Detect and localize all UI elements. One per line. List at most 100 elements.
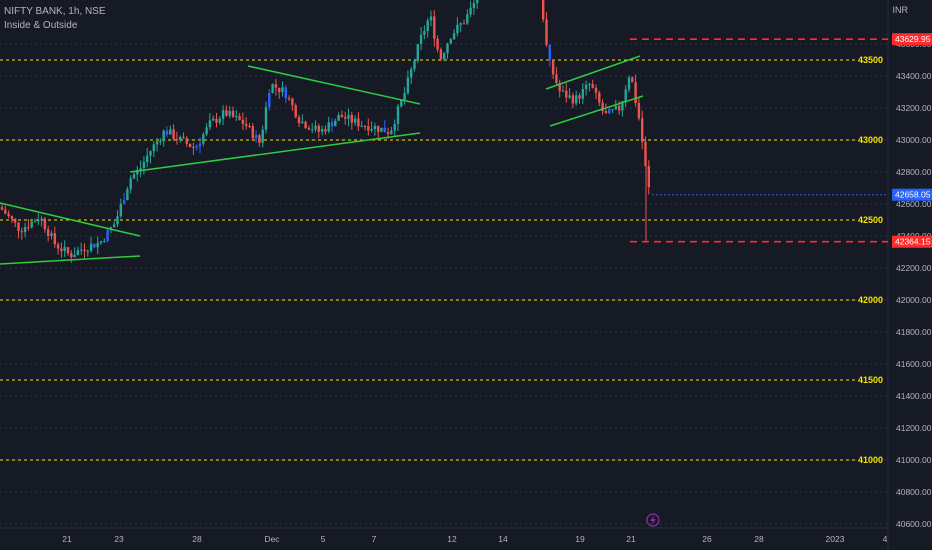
candle-body (60, 248, 63, 251)
candle-body (93, 243, 96, 248)
level-label: 42500 (858, 215, 883, 225)
price-marker-label: 42658.05 (895, 190, 931, 200)
candle-body (330, 122, 334, 127)
candle-body (50, 233, 53, 237)
candle-body (70, 253, 73, 258)
level-label: 43000 (858, 135, 883, 145)
trendline (247, 65, 421, 105)
candle-body (647, 165, 650, 188)
candle-body (571, 95, 575, 104)
time-axis: 21 23 28 Dec 5 7 12 14 19 21 26 28 2023 4 (62, 534, 887, 544)
candle-body (172, 129, 175, 139)
candle-body (198, 143, 202, 147)
indicator-name[interactable]: Inside & Outside (4, 20, 78, 31)
candle-body (202, 134, 205, 144)
candle-body (555, 74, 558, 84)
candle-body (452, 33, 456, 40)
candle-body (581, 89, 584, 99)
candle-body (258, 135, 261, 143)
price-tick-label: 43000.00 (896, 135, 932, 145)
candle-body (208, 120, 212, 128)
candle-body (264, 106, 268, 130)
candle-body (370, 128, 373, 131)
candle-body (561, 90, 565, 92)
candle-body (281, 87, 284, 93)
candle-body (225, 110, 228, 116)
candle-body (254, 135, 258, 139)
candle-body (76, 250, 80, 255)
candle-body (443, 53, 446, 60)
candle-body (344, 117, 347, 119)
candle-body (37, 220, 40, 222)
candle-body (149, 151, 152, 156)
candle-body (357, 118, 360, 127)
candle-body (221, 110, 225, 119)
level-label: 43500 (858, 55, 883, 65)
candle-body (175, 138, 179, 140)
price-tick-label: 42200.00 (896, 263, 932, 273)
candle-body (396, 106, 400, 124)
candle-body (334, 120, 337, 127)
price-tick-label: 40600.00 (896, 519, 932, 529)
time-tick-label: 26 (702, 534, 712, 544)
candle-body (47, 229, 50, 237)
candle-body (373, 125, 377, 129)
candle-body (410, 69, 413, 78)
candle-body (231, 111, 235, 117)
candle-body (162, 130, 165, 142)
trendline (549, 95, 644, 127)
candle-body (472, 3, 476, 8)
candle-body (337, 114, 340, 121)
candle-body (96, 242, 99, 248)
candle-body (116, 216, 119, 225)
time-tick-label: 28 (192, 534, 202, 544)
candle-body (83, 249, 86, 252)
candle-body (66, 247, 70, 254)
candlestick-series (0, 0, 650, 263)
price-tick-label: 43200.00 (896, 103, 932, 113)
level-label: 41500 (858, 375, 883, 385)
candle-body (621, 101, 624, 111)
price-tick-label: 41000.00 (896, 455, 932, 465)
candle-body (56, 244, 60, 249)
candle-body (446, 43, 449, 54)
candle-body (360, 125, 363, 127)
candle-body (545, 19, 548, 45)
candle-body (271, 84, 274, 93)
candle-body (634, 82, 637, 103)
candle-body (33, 221, 37, 223)
candle-body (377, 125, 380, 132)
time-tick-label: 14 (498, 534, 508, 544)
candle-body (340, 114, 344, 118)
candle-body (627, 77, 631, 90)
price-marker-label: 43629.95 (895, 34, 931, 44)
price-tick-label: 41600.00 (896, 359, 932, 369)
trendline (0, 255, 141, 265)
candle-body (584, 84, 588, 90)
currency-label: INR (892, 5, 909, 15)
candle-body (218, 118, 221, 123)
candle-body (287, 98, 291, 100)
candle-body (179, 136, 182, 140)
lightning-icon[interactable] (646, 513, 660, 527)
candle-body (185, 138, 188, 144)
candle-body (380, 127, 383, 132)
candle-body (169, 129, 172, 135)
candle-body (99, 241, 103, 243)
trendline (545, 55, 641, 90)
candle-body (459, 23, 462, 25)
candle-body (307, 127, 311, 130)
time-tick-label: 4 (883, 534, 888, 544)
candle-body (439, 49, 443, 60)
trendline (129, 132, 421, 173)
candle-body (152, 144, 155, 152)
candle-body (7, 213, 10, 216)
candle-body (126, 189, 129, 201)
candle-body (575, 95, 578, 104)
price-marker-bg (892, 188, 932, 201)
candle-body (624, 89, 627, 102)
candle-body (419, 34, 423, 44)
candle-body (297, 117, 301, 124)
candle-body (10, 215, 14, 220)
